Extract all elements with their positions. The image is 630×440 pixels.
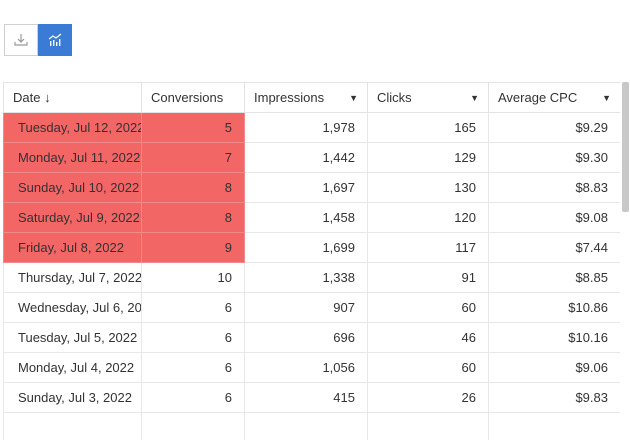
cell-average-cpc: $10.16 xyxy=(488,322,620,353)
cell-average-cpc: $9.06 xyxy=(488,352,620,383)
cell-clicks xyxy=(367,412,489,440)
cell-impressions: 1,442 xyxy=(244,142,368,173)
cell-clicks: 26 xyxy=(367,382,489,413)
chart-view-button[interactable] xyxy=(38,24,72,56)
cell-conversions: 8 xyxy=(141,202,245,233)
cell-impressions: 1,338 xyxy=(244,262,368,293)
dropdown-caret-icon[interactable]: ▼ xyxy=(470,92,479,103)
cell-clicks: 130 xyxy=(367,172,489,203)
cell-average-cpc: $9.29 xyxy=(488,112,620,143)
cell-conversions: 6 xyxy=(141,382,245,413)
cell-date: Wednesday, Jul 6, 2022 xyxy=(3,292,142,323)
cell-date: Sunday, Jul 3, 2022 xyxy=(3,382,142,413)
cell-conversions: 8 xyxy=(141,172,245,203)
table-row[interactable]: Sunday, Jul 10, 2022 8 1,697 130 $8.83 xyxy=(3,172,620,203)
cell-conversions: 5 xyxy=(141,112,245,143)
cell-average-cpc: $8.83 xyxy=(488,172,620,203)
cell-impressions: 1,978 xyxy=(244,112,368,143)
cell-clicks: 46 xyxy=(367,322,489,353)
table-row[interactable]: Thursday, Jul 7, 2022 10 1,338 91 $8.85 xyxy=(3,262,620,293)
cell-conversions: 10 xyxy=(141,262,245,293)
cell-conversions: 7 xyxy=(141,142,245,173)
chart-icon xyxy=(48,33,62,46)
toolbar xyxy=(4,24,72,56)
table-row[interactable]: Monday, Jul 4, 2022 6 1,056 60 $9.06 xyxy=(3,352,620,383)
table-row[interactable]: Wednesday, Jul 6, 2022690760$10.86 xyxy=(3,292,620,323)
header-row: Date ↓ Conversions Impressions ▼ Clicks ▼ … xyxy=(3,82,620,113)
cell-conversions: 6 xyxy=(141,292,245,323)
cell-date: Friday, Jul 8, 2022 xyxy=(3,232,142,263)
cell-clicks: 129 xyxy=(367,142,489,173)
download-button[interactable] xyxy=(4,24,38,56)
cell-impressions: 1,458 xyxy=(244,202,368,233)
cell-impressions: 1,056 xyxy=(244,352,368,383)
table-row[interactable]: Sunday, Jul 3, 2022 6 415 26 $9.83 xyxy=(3,382,620,413)
table-row[interactable]: Tuesday, Jul 12, 2022 5 1,978 165 $9.29 xyxy=(3,112,620,143)
cell-clicks: 60 xyxy=(367,292,489,323)
cell-date: Sunday, Jul 10, 2022 xyxy=(3,172,142,203)
data-grid: Date ↓ Conversions Impressions ▼ Clicks ▼ … xyxy=(3,82,620,440)
cell-average-cpc: $9.30 xyxy=(488,142,620,173)
cell-clicks: 60 xyxy=(367,352,489,383)
cell-impressions: 696 xyxy=(244,322,368,353)
table-row[interactable]: Tuesday, Jul 5, 2022 6 696 46 $10.16 xyxy=(3,322,620,353)
table-row[interactable]: Saturday, Jul 9, 2022 8 1,458 120 $9.08 xyxy=(3,202,620,233)
report-table: Date ↓ Conversions Impressions ▼ Clicks ▼ … xyxy=(3,82,620,440)
column-header-impressions[interactable]: Impressions ▼ xyxy=(244,82,368,113)
table-row[interactable] xyxy=(3,412,620,440)
download-icon xyxy=(14,34,28,46)
cell-clicks: 165 xyxy=(367,112,489,143)
cell-date: Monday, Jul 11, 2022 xyxy=(3,142,142,173)
table-row[interactable]: Friday, Jul 8, 2022 9 1,699 117 $7.44 xyxy=(3,232,620,263)
cell-average-cpc: $10.86 xyxy=(488,292,620,323)
cell-date: Monday, Jul 4, 2022 xyxy=(3,352,142,383)
cell-impressions: 907 xyxy=(244,292,368,323)
cell-impressions: 415 xyxy=(244,382,368,413)
cell-average-cpc xyxy=(488,412,620,440)
cell-average-cpc: $7.44 xyxy=(488,232,620,263)
cell-conversions: 6 xyxy=(141,352,245,383)
cell-impressions xyxy=(244,412,368,440)
table-row[interactable]: Monday, Jul 11, 2022 7 1,442 129 $9.30 xyxy=(3,142,620,173)
cell-impressions: 1,699 xyxy=(244,232,368,263)
cell-clicks: 117 xyxy=(367,232,489,263)
column-header-clicks[interactable]: Clicks ▼ xyxy=(367,82,489,113)
vertical-scrollbar[interactable] xyxy=(622,82,629,212)
cell-average-cpc: $9.83 xyxy=(488,382,620,413)
dropdown-caret-icon[interactable]: ▼ xyxy=(349,92,358,103)
dropdown-caret-icon[interactable]: ▼ xyxy=(602,92,611,103)
cell-date: Tuesday, Jul 5, 2022 xyxy=(3,322,142,353)
cell-date: Thursday, Jul 7, 2022 xyxy=(3,262,142,293)
cell-date xyxy=(3,412,142,440)
cell-date: Tuesday, Jul 12, 2022 xyxy=(3,112,142,143)
cell-impressions: 1,697 xyxy=(244,172,368,203)
cell-date: Saturday, Jul 9, 2022 xyxy=(3,202,142,233)
cell-conversions: 6 xyxy=(141,322,245,353)
cell-average-cpc: $8.85 xyxy=(488,262,620,293)
cell-clicks: 91 xyxy=(367,262,489,293)
cell-clicks: 120 xyxy=(367,202,489,233)
cell-average-cpc: $9.08 xyxy=(488,202,620,233)
column-header-date[interactable]: Date ↓ xyxy=(3,82,142,113)
cell-conversions xyxy=(141,412,245,440)
cell-conversions: 9 xyxy=(141,232,245,263)
column-header-average-cpc[interactable]: Average CPC ▼ xyxy=(488,82,620,113)
column-header-conversions[interactable]: Conversions xyxy=(141,82,245,113)
